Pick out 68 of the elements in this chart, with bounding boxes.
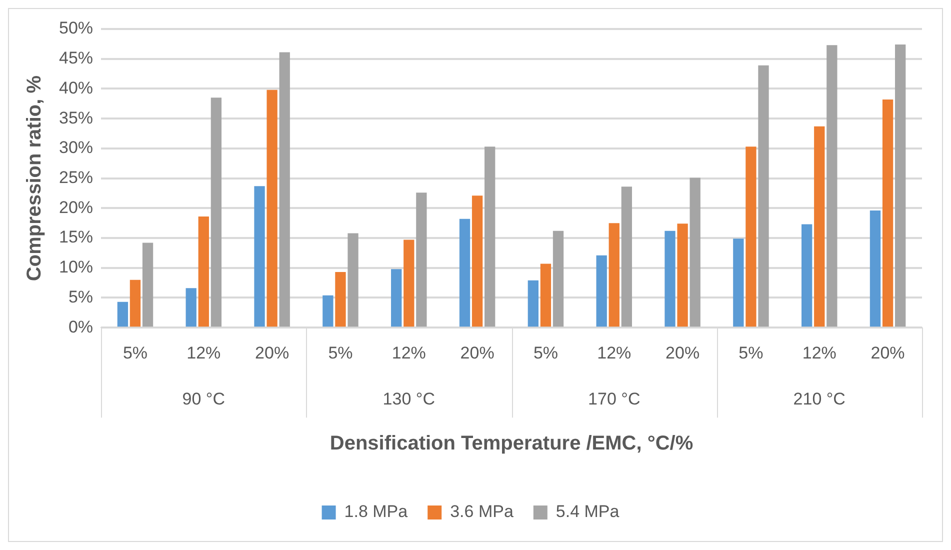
x-tick-label: 5% <box>122 343 148 362</box>
x-tick-label: 20% <box>255 343 290 362</box>
text: 130 °C <box>382 389 435 408</box>
bar <box>322 295 334 327</box>
bar <box>210 98 222 327</box>
legend-label: 3.6 MPa <box>450 502 514 522</box>
bar <box>826 45 838 327</box>
x-tick-label: 5% <box>533 343 558 362</box>
y-tick-label: 45% <box>58 48 94 68</box>
bar <box>608 223 620 327</box>
bar <box>404 240 414 327</box>
y-axis-title: Compression ratio, % <box>24 75 46 282</box>
bar <box>484 146 496 327</box>
bar <box>198 216 209 327</box>
bar <box>621 186 632 327</box>
bar <box>664 230 676 327</box>
x-tick-label: 12% <box>392 343 426 362</box>
y-tick-label: 15% <box>58 228 94 247</box>
bar <box>814 126 825 327</box>
y-tick-label: 10% <box>58 258 94 277</box>
bar <box>677 224 688 327</box>
bar <box>416 192 427 327</box>
x-tick-label: 12% <box>597 343 632 362</box>
bar <box>596 255 607 327</box>
y-tick-label: 25% <box>58 168 94 187</box>
x-tick-label: 20% <box>460 343 494 362</box>
text: 210 °C <box>793 389 846 408</box>
bar <box>540 264 552 327</box>
bar <box>459 218 470 327</box>
bar <box>528 280 539 327</box>
bar <box>335 272 346 327</box>
y-tick-label: 5% <box>68 287 94 306</box>
bar <box>117 302 128 327</box>
y-tick-label: 40% <box>58 78 94 98</box>
legend-label: 5.4 MPa <box>556 502 620 522</box>
bar <box>279 52 290 327</box>
y-tick-label: 30% <box>58 138 94 158</box>
bar <box>142 242 154 327</box>
x-tick-label: 12% <box>186 343 221 362</box>
x-axis-title: Densification Temperature /EMC, °C/% <box>330 432 694 455</box>
bar <box>690 178 700 327</box>
y-tick-label: 0% <box>68 317 94 336</box>
bar <box>870 210 881 327</box>
y-tick-label: 20% <box>58 198 94 217</box>
bar <box>895 44 906 327</box>
text: 170 °C <box>588 389 640 408</box>
bar <box>758 65 769 327</box>
bar <box>746 146 756 327</box>
bar <box>552 230 564 327</box>
y-tick-label: 50% <box>58 18 94 38</box>
y-tick-label: 35% <box>58 108 94 128</box>
x-tick-label: 20% <box>666 343 700 362</box>
bar <box>882 99 894 327</box>
bar <box>186 288 196 327</box>
bar <box>733 238 744 327</box>
legend-label: 1.8 MPa <box>344 502 408 522</box>
bar <box>254 186 265 327</box>
bar <box>266 90 278 327</box>
x-tick-label: 5% <box>328 343 353 362</box>
x-tick-label: 20% <box>870 343 905 362</box>
bar <box>391 269 402 327</box>
bar <box>802 224 812 327</box>
x-tick-label: 5% <box>738 343 764 362</box>
x-tick-label: 12% <box>802 343 836 362</box>
text: 90 °C <box>182 389 226 408</box>
bar <box>348 233 358 327</box>
bar <box>130 280 141 327</box>
bar <box>472 196 483 327</box>
